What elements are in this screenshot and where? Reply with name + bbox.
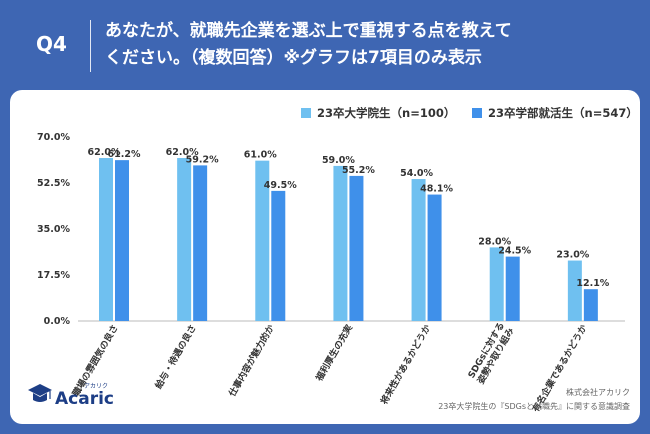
data-label: 49.5% <box>264 180 297 191</box>
bar-series1-2 <box>177 158 192 321</box>
logo-text: Acaric <box>55 389 114 409</box>
data-label: 59.2% <box>186 154 219 165</box>
data-label: 59.0% <box>322 155 355 166</box>
y-tick-label: 0.0% <box>44 316 71 327</box>
data-label: 62.0% <box>166 147 199 158</box>
legend-swatch-1 <box>301 108 311 118</box>
bar-series2-4 <box>349 175 364 321</box>
bar-chart: 23卒大学院生（n=100） 23卒学部就活生（n=547） 70.0% 52.5%… <box>28 106 638 414</box>
bar-series1-6 <box>489 247 504 321</box>
logo-kana: アカリク <box>84 383 108 390</box>
legend-label-2: 23卒学部就活生（n=547） <box>488 106 638 120</box>
category-label-line: 仕事内容が魅力的か <box>225 323 276 400</box>
y-tick-label: 17.5% <box>37 270 70 281</box>
data-label: 12.1% <box>576 278 609 289</box>
y-tick-label: 70.0% <box>37 132 70 143</box>
data-label: 24.5% <box>498 246 531 257</box>
bar-series1-5 <box>411 179 426 321</box>
legend-label-1: 23卒大学院生（n=100） <box>317 106 455 120</box>
category-label: 給与・待遇の良さ <box>152 323 198 391</box>
category-label: 将来性があるかどうか <box>378 323 433 407</box>
category-label: 有名企業であるかどうか <box>530 323 590 415</box>
bar-series2-5 <box>427 194 442 321</box>
bar-series2-2 <box>193 165 208 321</box>
question-text: あなたが、就職先企業を選ぶ上で重視する点を教えて ください。（複数回答）※グラフ… <box>105 18 635 72</box>
data-label: 61.0% <box>244 150 277 161</box>
category-label-line: 将来性があるかどうか <box>378 323 433 407</box>
category-label: 福利厚生の充実 <box>313 323 355 384</box>
question-line-2: ください。（複数回答）※グラフは7項目のみ表示 <box>105 48 482 68</box>
question-number: Q4 <box>36 32 67 56</box>
y-tick-label: 35.0% <box>37 224 70 235</box>
header-divider <box>90 20 91 72</box>
chart-card: 23卒大学院生（n=100） 23卒学部就活生（n=547） 70.0% 52.5%… <box>10 90 640 424</box>
data-label: 55.2% <box>342 165 375 176</box>
category-label-line: 給与・待遇の良さ <box>152 323 198 391</box>
question-line-1: あなたが、就職先企業を選ぶ上で重視する点を教えて <box>105 21 512 41</box>
bar-series1-1 <box>99 158 113 321</box>
bar-series2-3 <box>271 190 286 321</box>
brand: アカリク Acaric 株式会社アカリク 23卒大学院生の『SDGsと就職先』に… <box>28 383 630 411</box>
company-name: 株式会社アカリク <box>566 387 630 397</box>
category-label-line: 有名企業であるかどうか <box>530 323 590 415</box>
bar-series1-4 <box>333 165 348 321</box>
bar-series1-3 <box>255 160 270 321</box>
graduation-cap-icon <box>28 384 52 402</box>
survey-source: 23卒大学院生の『SDGsと就職先』に関する意識調査 <box>438 401 630 411</box>
bar-series2-6 <box>505 256 520 321</box>
data-label: 61.2% <box>108 149 141 160</box>
data-label: 62.0% <box>88 147 121 158</box>
y-tick-label: 52.5% <box>37 178 70 189</box>
legend-swatch-2 <box>472 108 482 118</box>
category-label-line: 福利厚生の充実 <box>313 323 355 384</box>
bar-series2-7 <box>583 289 598 321</box>
data-label: 28.0% <box>478 236 511 247</box>
data-label: 23.0% <box>556 250 589 261</box>
category-label: 仕事内容が魅力的か <box>225 323 276 400</box>
data-label: 48.1% <box>420 184 453 195</box>
bars: 62.0%61.2% 62.0%59.2% 61.0%49.5%59.0%55.2%… <box>88 147 610 321</box>
bar-series2-1 <box>115 160 129 321</box>
legend: 23卒大学院生（n=100） 23卒学部就活生（n=547） <box>301 106 638 120</box>
bar-series1-7 <box>567 260 582 321</box>
category-labels: 職場の雰囲気の良さ 給与・待遇の良さ 仕事内容が魅力的か 福利厚生の充実 将来性があるか… <box>70 320 590 414</box>
header: Q4 あなたが、就職先企業を選ぶ上で重視する点を教えて ください。（複数回答）※… <box>0 0 650 90</box>
data-label: 54.0% <box>400 168 433 179</box>
